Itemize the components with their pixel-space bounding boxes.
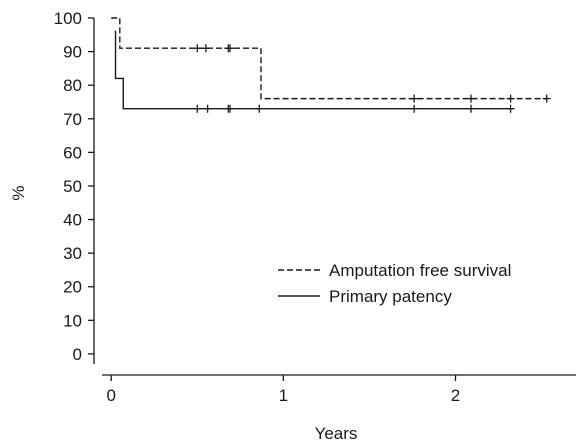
censor-mark [203,104,212,113]
axes: 0 10 20 30 40 50 60 70 80 90 100 0 1 2 [54,9,576,405]
legend-label-0: Amputation free survival [329,261,511,280]
series-line [114,30,513,110]
censor-mark [410,94,419,103]
censor-mark [466,104,475,113]
series-1 [114,30,515,113]
y-tick-label: 90 [63,43,82,62]
y-tick-label: 70 [63,110,82,129]
legend-label-1: Primary patency [329,287,452,306]
censor-mark [506,94,515,103]
series-line [111,17,547,100]
y-tick-label: 0 [73,345,82,364]
y-tick-label: 100 [54,9,82,28]
censor-mark [506,104,515,113]
series-layer [111,17,551,113]
y-tick-label: 30 [63,244,82,263]
y-tick-label: 40 [63,211,82,230]
censor-mark [466,94,475,103]
series-0 [111,17,551,103]
y-axis-label: % [9,185,28,200]
censor-mark [201,44,210,53]
x-tick-label: 2 [451,386,460,405]
y-tick-label: 20 [63,278,82,297]
y-tick-label: 80 [63,76,82,95]
censor-mark [542,94,551,103]
censor-mark [255,104,264,113]
x-axis-label: Years [315,424,358,442]
y-tick-label: 50 [63,177,82,196]
censor-mark [193,104,202,113]
x-tick-label: 0 [106,386,115,405]
x-tick-label: 1 [279,386,288,405]
censor-mark [225,104,234,113]
censor-mark [225,44,234,53]
y-tick-label: 10 [63,311,82,330]
censor-mark [193,44,202,53]
y-tick-label: 60 [63,143,82,162]
legend: Amputation free survival Primary patency [278,261,511,306]
censor-mark [410,104,419,113]
